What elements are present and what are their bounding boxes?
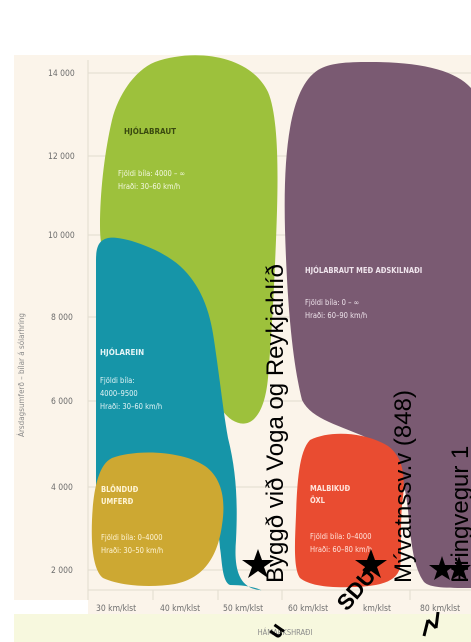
x-tick-40: 40 km/klst: [160, 604, 200, 614]
annotation-myvatn: Mývatnssv.v (848): [390, 390, 417, 583]
label-hjolabraut: HJÓLABRAUT Fjöldi bíla: 4000 – ∞ Hraði: …: [118, 125, 185, 191]
blondud-count: Fjöldi bíla: 0–4000: [101, 533, 162, 542]
star-hringvegur-b: [447, 556, 471, 580]
annotation-vogar: Byggð við Voga og Reykjahlíð: [262, 264, 289, 583]
x-tick-30: 30 km/klst: [96, 604, 136, 614]
x-axis-ticks: 30 km/klst 40 km/klst 50 km/klst 60 km/k…: [96, 604, 460, 614]
star-vogar: [242, 549, 274, 578]
y-tick-12000: 12 000: [48, 152, 75, 162]
label-malbikud-oxl: MALBIKUÐ ÖXL Fjöldi bíla: 0–4000 Hraði: …: [310, 484, 372, 554]
blondud-speed: Hraði: 30–50 km/h: [101, 546, 163, 555]
hjolabraut-title: HJÓLABRAUT: [124, 125, 176, 136]
y-tick-8000: 8 000: [51, 313, 73, 323]
adskilnadi-count: Fjöldi bíla: 0 – ∞: [305, 298, 359, 307]
y-tick-2000: 2 000: [51, 566, 73, 576]
blondud-title-1: BLÖNDUÐ: [101, 485, 139, 494]
zone-malbikud-oxl: [294, 433, 404, 588]
x-tick-50: 50 km/klst: [223, 604, 263, 614]
label-hjolabraut-adskilnadi: HJÓLABRAUT MEÐ AÐSKILNAÐI Fjöldi bíla: 0…: [305, 266, 422, 320]
zone-blondud-umferd: [91, 452, 224, 586]
malbikud-title-1: MALBIKUÐ: [310, 484, 350, 493]
x-tick-80: 80 km/klst: [420, 604, 460, 614]
x-tick-60: 60 km/klst: [288, 604, 328, 614]
x-axis-title: HÁMARKSHRAÐI: [258, 628, 313, 637]
y-axis-ticks: 14 000 12 000 10 000 8 000 6 000 4 000 2…: [48, 69, 75, 576]
hjolabraut-count: Fjöldi bíla: 4000 – ∞: [118, 169, 185, 178]
blondud-title-2: UMFERÐ: [101, 497, 134, 506]
annotation-bottom-right-mark: [422, 611, 440, 637]
star-markers: [242, 549, 471, 580]
malbikud-title-2: ÖXL: [310, 496, 326, 505]
zone-hjolabraut: [100, 55, 278, 424]
hjolarein-count-value: 4000–9500: [100, 389, 138, 398]
zone-hjolabraut-adskilnadi: [284, 62, 471, 588]
star-hringvegur-a: [429, 556, 455, 580]
y-tick-10000: 10 000: [48, 231, 75, 241]
x-tick-70: km/klst: [363, 604, 391, 614]
y-axis-title: Ársdagsumferð – bílar á sólarhring: [15, 313, 26, 437]
y-tick-4000: 4 000: [51, 483, 73, 493]
star-myvatn: [355, 549, 387, 578]
adskilnadi-speed: Hraði: 60–90 km/h: [305, 311, 367, 320]
malbikud-speed: Hraði: 60–80 km/h: [310, 545, 372, 554]
label-hjolarein: HJÓLAREIN Fjöldi bíla: 4000–9500 Hraði: …: [100, 346, 162, 411]
malbikud-count: Fjöldi bíla: 0–4000: [310, 532, 371, 541]
y-tick-6000: 6 000: [51, 397, 73, 407]
hjolarein-title: HJÓLAREIN: [100, 346, 144, 357]
hjolarein-speed: Hraði: 30–60 km/h: [100, 402, 162, 411]
y-tick-14000: 14 000: [48, 69, 75, 79]
label-blondud-umferd: BLÖNDUÐ UMFERÐ Fjöldi bíla: 0–4000 Hraði…: [101, 485, 163, 555]
adskilnadi-title: HJÓLABRAUT MEÐ AÐSKILNAÐI: [305, 266, 422, 275]
hjolabraut-speed: Hraði: 30–60 km/h: [118, 182, 180, 191]
x-axis-title-band: [14, 614, 471, 642]
hjolarein-count-label: Fjöldi bíla:: [100, 376, 135, 385]
